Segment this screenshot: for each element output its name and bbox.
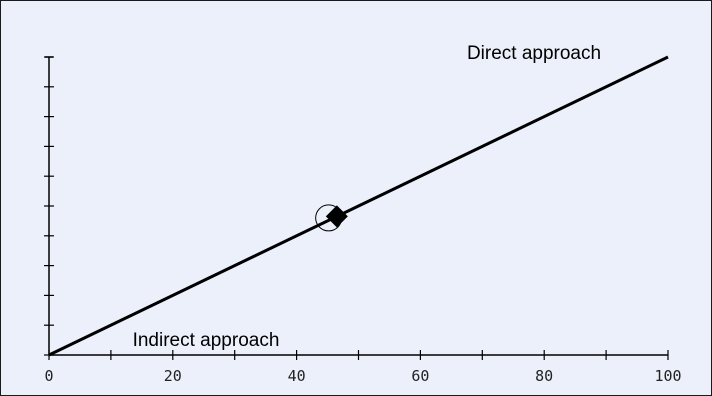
marker-diamond <box>325 205 348 228</box>
series-layer <box>48 55 669 357</box>
series-line <box>48 55 669 357</box>
x-tick-label: 100 <box>654 367 681 385</box>
x-tick-label: 0 <box>44 367 53 385</box>
marker-layer <box>315 204 348 232</box>
direct-approach-label: Direct approach <box>467 43 601 64</box>
x-tick-label: 80 <box>535 367 553 385</box>
x-tick-label: 20 <box>164 367 182 385</box>
x-tick-label: 40 <box>288 367 306 385</box>
x-tick-label: 60 <box>411 367 429 385</box>
indirect-approach-label: Indirect approach <box>133 330 280 351</box>
x-ticks: 0 20 40 60 80 100 <box>44 350 682 385</box>
